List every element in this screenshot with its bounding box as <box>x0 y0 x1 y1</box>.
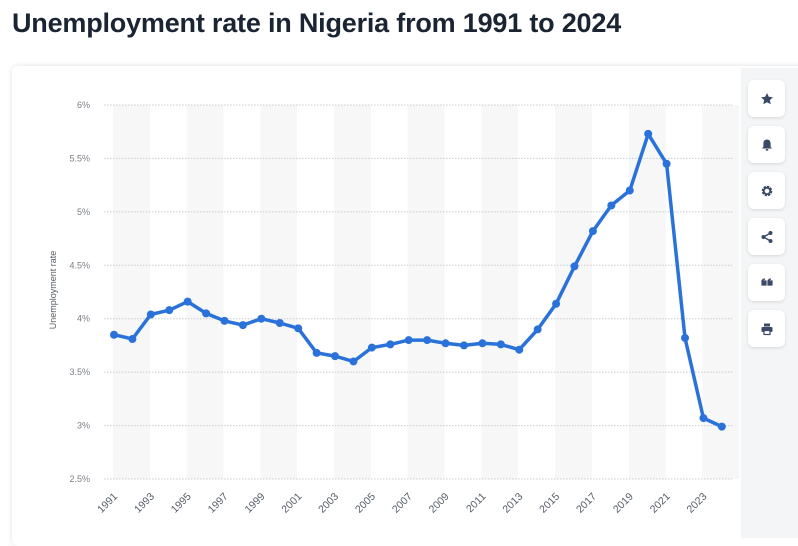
data-point-1992[interactable] <box>128 335 137 344</box>
data-point-2001[interactable] <box>294 324 303 333</box>
column-band <box>334 105 371 479</box>
y-tick-label: 5.5% <box>69 153 90 163</box>
data-point-1999[interactable] <box>257 314 266 323</box>
data-point-2010[interactable] <box>459 341 468 350</box>
data-point-2007[interactable] <box>404 336 413 345</box>
data-point-2021[interactable] <box>662 159 671 168</box>
series-line <box>113 132 723 429</box>
x-tick-label: 2023 <box>685 491 710 516</box>
favorite-button[interactable] <box>748 80 785 117</box>
y-tick-label: 3% <box>77 421 90 431</box>
x-tick-label: 1993 <box>132 491 157 516</box>
data-point-2015[interactable] <box>552 299 561 308</box>
data-point-2023[interactable] <box>699 414 708 423</box>
column-band <box>481 105 519 479</box>
y-tick-label: 4% <box>77 314 90 324</box>
x-tick-label: 2015 <box>537 491 562 516</box>
data-point-2024[interactable] <box>717 422 726 431</box>
data-point-1994[interactable] <box>165 306 174 315</box>
y-tick-label: 3.5% <box>69 367 90 377</box>
data-point-2012[interactable] <box>496 340 505 349</box>
data-point-2018[interactable] <box>607 201 616 210</box>
x-tick-label: 2021 <box>648 491 673 516</box>
line-chart: 2.5% 3% 3.5% 4% 4.5% 5% 5.5% 6% Unemployment ra… <box>48 100 740 516</box>
data-point-2022[interactable] <box>681 333 690 342</box>
data-point-2014[interactable] <box>533 325 542 334</box>
data-point-2013[interactable] <box>515 345 524 354</box>
y-axis-title: Unemployment rate <box>48 251 58 330</box>
x-tick-label: 2011 <box>464 491 489 516</box>
data-point-2016[interactable] <box>570 262 579 271</box>
x-tick-label: 1991 <box>95 491 120 516</box>
quote-icon <box>760 277 773 286</box>
column-band <box>113 105 150 479</box>
y-tick-label: 4.5% <box>69 260 90 270</box>
x-tick-label: 2001 <box>279 491 304 516</box>
x-tick-label: 2007 <box>390 491 415 516</box>
data-point-2003[interactable] <box>331 352 340 361</box>
y-tick-label: 5% <box>77 207 90 217</box>
notification-button[interactable] <box>748 126 785 163</box>
y-tick-label: 2.5% <box>69 474 90 484</box>
x-tick-label: 2009 <box>427 491 452 516</box>
data-point-2000[interactable] <box>275 318 284 327</box>
bell-icon <box>761 139 772 151</box>
data-point-2011[interactable] <box>478 339 487 348</box>
data-point-1991[interactable] <box>110 330 118 339</box>
x-tick-label: 2003 <box>316 491 341 516</box>
settings-button[interactable] <box>748 172 785 209</box>
data-point-1997[interactable] <box>220 316 229 325</box>
cite-button[interactable] <box>748 264 785 301</box>
data-point-2017[interactable] <box>588 227 597 236</box>
x-tick-label: 2005 <box>353 491 378 516</box>
data-point-2009[interactable] <box>441 339 450 348</box>
data-point-2008[interactable] <box>423 336 432 345</box>
x-tick-label: 1997 <box>206 491 231 516</box>
page-title: Unemployment rate in Nigeria from 1991 t… <box>12 8 622 38</box>
column-band <box>186 105 224 479</box>
data-point-2006[interactable] <box>386 340 395 349</box>
data-point-2005[interactable] <box>367 343 376 352</box>
column-band <box>407 105 445 479</box>
data-point-1996[interactable] <box>202 309 211 318</box>
data-point-2004[interactable] <box>349 357 358 366</box>
x-tick-label: 2019 <box>611 491 636 516</box>
data-point-1993[interactable] <box>146 310 155 319</box>
share-button[interactable] <box>748 218 785 255</box>
x-tick-label: 1995 <box>169 491 194 516</box>
data-point-2020[interactable] <box>644 129 653 138</box>
share-icon <box>761 230 772 243</box>
data-point-1995[interactable] <box>183 297 192 306</box>
data-point-1998[interactable] <box>238 321 247 330</box>
print-button[interactable] <box>748 310 785 347</box>
data-point-2019[interactable] <box>625 186 634 195</box>
gear-icon <box>761 185 772 196</box>
column-band <box>702 105 740 479</box>
star-icon <box>760 92 773 104</box>
x-tick-label: 2013 <box>500 491 525 516</box>
printer-icon <box>761 323 772 335</box>
column-band <box>628 105 666 479</box>
x-tick-label: 1999 <box>242 491 267 516</box>
column-band <box>260 105 298 479</box>
data-point-2002[interactable] <box>312 348 321 357</box>
x-tick-label: 2017 <box>574 491 599 516</box>
y-tick-label: 6% <box>77 100 90 110</box>
